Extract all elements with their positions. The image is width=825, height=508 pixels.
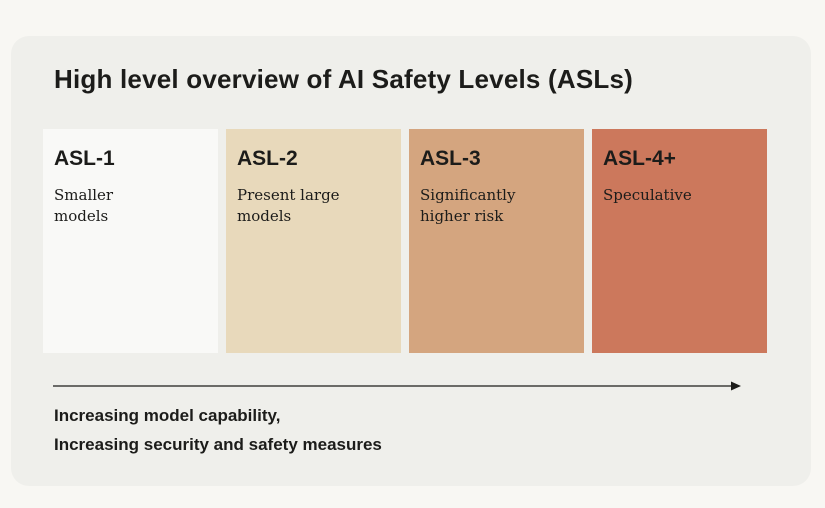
level-box-asl-1: ASL-1 Smaller models (43, 129, 218, 353)
level-box-asl-3: ASL-3 Significantly higher risk (409, 129, 584, 353)
diagram-title: High level overview of AI Safety Levels … (54, 64, 633, 94)
level-description: Smaller models (54, 186, 114, 225)
footer-line-1: Increasing model capability, (54, 406, 281, 425)
level-box-asl-2: ASL-2 Present large models (226, 129, 401, 353)
level-description: Significantly higher risk (420, 186, 516, 225)
level-label: ASL-1 (54, 147, 115, 170)
level-label: ASL-3 (420, 147, 481, 170)
level-description: Speculative (603, 186, 692, 204)
footer-line-2: Increasing security and safety measures (54, 435, 382, 454)
level-label: ASL-2 (237, 147, 298, 170)
level-description: Present large models (237, 186, 340, 225)
arrow-right-icon (53, 381, 741, 391)
level-label: ASL-4+ (603, 147, 676, 170)
level-box-asl-4: ASL-4+ Speculative (592, 129, 767, 353)
